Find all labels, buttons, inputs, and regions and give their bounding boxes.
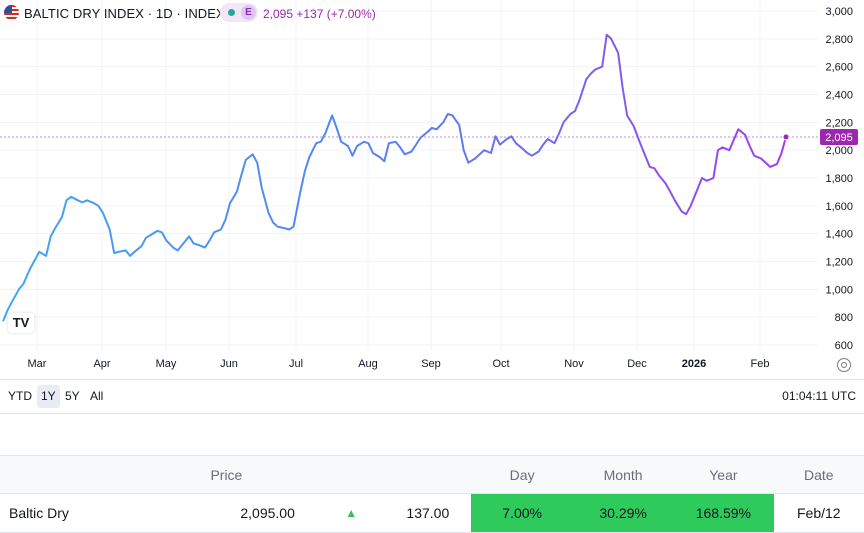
range-1y-button[interactable]: 1Y [37, 385, 60, 408]
date-cell: Feb/12 [773, 493, 864, 533]
x-tick-label: Nov [564, 358, 584, 370]
x-tick-label: May [156, 358, 177, 370]
y-tick-label: 2,600 [825, 62, 853, 74]
x-tick-label: Feb [751, 358, 770, 370]
range-all-button[interactable]: All [90, 389, 104, 403]
x-tick-label: 2026 [682, 358, 706, 370]
last-price-tag [820, 128, 858, 145]
chart-grid [0, 0, 818, 350]
up-arrow-icon: ▲ [296, 493, 406, 533]
col-date: Date [773, 455, 864, 494]
price-line [2, 33, 787, 322]
month-change-cell: 30.29% [573, 493, 674, 533]
y-tick-label: 1,800 [825, 173, 853, 185]
chart-header: BALTIC DRY INDEX · 1D · INDEX E 2,095 +1… [0, 0, 600, 26]
last-price-label: 2,095 [820, 128, 858, 145]
range-ytd-button[interactable]: YTD [8, 389, 32, 403]
market-status-dot-icon [228, 9, 235, 16]
y-tick-label: 1,600 [825, 201, 853, 213]
day-change-cell: 7.00% [471, 493, 574, 533]
y-tick-label: 3,000 [825, 6, 853, 18]
price-cell: 2,095.00 [155, 493, 297, 533]
x-tick-label: Mar [28, 358, 47, 370]
last-price-text: 2,095 [825, 132, 853, 144]
last-price-dot [782, 133, 790, 141]
exchange-badge: E [241, 5, 256, 20]
us-flag-icon [4, 5, 19, 20]
quote-table: Price Day Month Year Date Baltic Dry 2,0… [0, 455, 864, 533]
x-tick-label: Sep [421, 358, 441, 370]
status-pill[interactable]: E [220, 3, 258, 22]
last-price-change: 2,095 +137 (+7.00%) [263, 7, 376, 21]
x-tick-label: Jul [289, 358, 303, 370]
y-axis: 3,000 2,800 2,600 2,400 2,200 2,000 1,800 1,600… [825, 6, 853, 352]
utc-clock[interactable]: 01:04:11 UTC [782, 389, 856, 403]
instrument-name[interactable]: Baltic Dry [0, 493, 156, 533]
col-price: Price [155, 455, 297, 494]
chart-settings-icon[interactable] [837, 358, 851, 372]
y-tick-label: 1,400 [825, 229, 853, 241]
y-tick-label: 2,400 [825, 90, 853, 102]
y-tick-label: 800 [835, 312, 853, 324]
range-5y-button[interactable]: 5Y [65, 389, 80, 403]
y-tick-label: 2,000 [825, 145, 853, 157]
table-row[interactable]: Baltic Dry 2,095.00 ▲ 137.00 7.00% 30.29… [0, 493, 864, 533]
x-tick-label: Oct [492, 358, 509, 370]
col-day: Day [471, 455, 574, 494]
y-tick-label: 1,200 [825, 257, 853, 269]
col-month: Month [573, 455, 674, 494]
tradingview-logo-icon[interactable]: TV [8, 313, 34, 333]
x-tick-label: Jun [220, 358, 238, 370]
price-chart: 3,000 2,800 2,600 2,400 2,200 2,000 1,800 1,600… [0, 0, 858, 370]
change-cell: 137.00 [405, 493, 472, 533]
y-tick-label: 2,800 [825, 34, 853, 46]
range-toolbar: YTD 1Y 5Y All 01:04:11 UTC [0, 379, 864, 414]
x-tick-label: Aug [358, 358, 378, 370]
y-tick-label: 600 [835, 340, 853, 352]
table-header-row: Price Day Month Year Date [0, 455, 864, 494]
year-change-cell: 168.59% [673, 493, 774, 533]
y-tick-label: 1,000 [825, 284, 853, 296]
x-axis: Mar Apr May Jun Jul Aug Sep Oct Nov Dec 2026 Feb [28, 358, 770, 370]
y-tick-label: 2,200 [825, 117, 853, 129]
x-tick-label: Apr [93, 358, 110, 370]
col-year: Year [673, 455, 774, 494]
symbol-title[interactable]: BALTIC DRY INDEX · 1D · INDEX [24, 6, 225, 21]
x-tick-label: Dec [627, 358, 647, 370]
